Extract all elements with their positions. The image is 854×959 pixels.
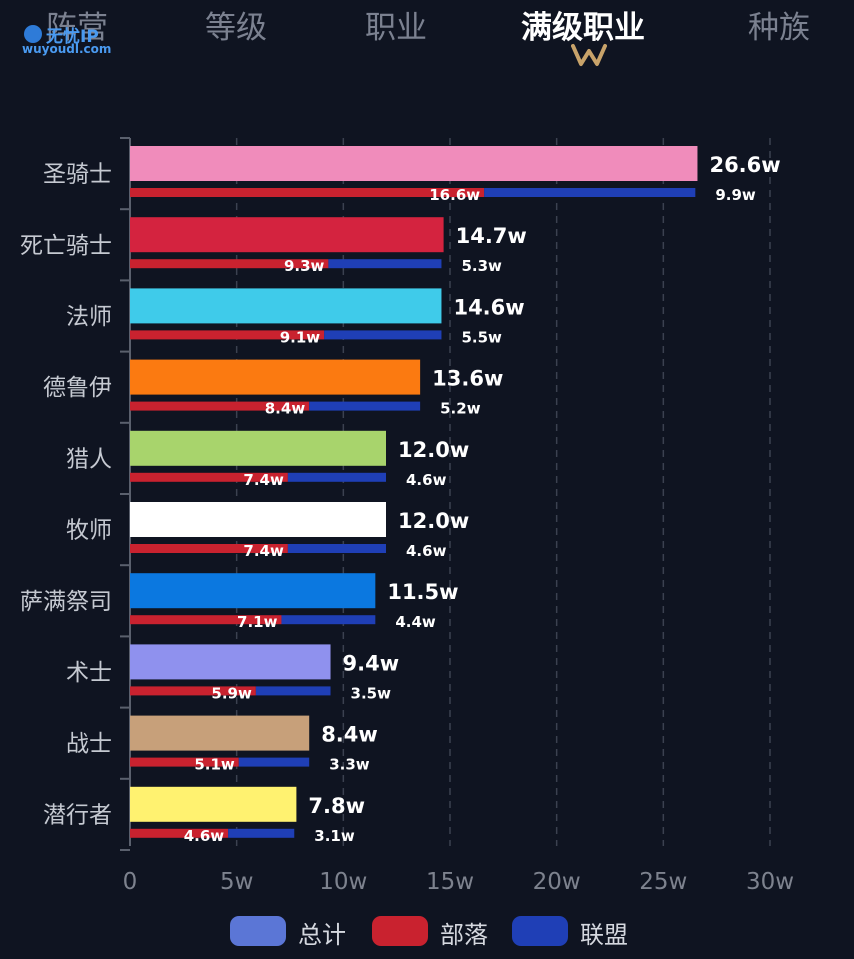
x-tick-label: 10w — [319, 869, 367, 895]
category-label: 战士 — [66, 731, 112, 757]
bar-horde — [130, 188, 485, 197]
data-label-total: 26.6w — [709, 153, 780, 177]
data-label-alliance: 9.9w — [715, 186, 756, 204]
legend-swatch-total — [230, 916, 286, 946]
bar-horde — [130, 757, 239, 767]
bar-alliance — [238, 757, 310, 767]
bar-total — [130, 288, 442, 324]
data-label-alliance: 4.6w — [406, 542, 447, 560]
tab-bar: 阵营 等级 职业 满级职业 种族 — [0, 0, 854, 80]
logo-brand: 无忧IP — [46, 27, 99, 47]
data-label-horde: 8.4w — [265, 400, 306, 418]
bar-alliance — [255, 686, 331, 696]
tab-level[interactable]: 等级 — [205, 10, 267, 46]
x-tick-label: 25w — [639, 869, 687, 895]
x-tick-label: 20w — [533, 869, 581, 895]
bar-total — [130, 359, 421, 395]
data-label-total: 12.0w — [398, 438, 469, 462]
bar-total — [130, 502, 386, 537]
bar-total — [130, 786, 297, 822]
x-tick-label: 5w — [220, 869, 253, 895]
bar-horde — [130, 615, 282, 625]
category-label: 术士 — [66, 660, 112, 686]
data-label-total: 9.4w — [343, 651, 400, 675]
category-label: 潜行者 — [43, 802, 112, 828]
bar-horde — [130, 330, 325, 340]
bar-total — [130, 430, 386, 466]
bar-alliance — [324, 330, 442, 340]
active-tab-indicator-icon — [571, 44, 607, 66]
data-label-alliance: 5.5w — [461, 328, 502, 346]
data-label-total: 14.6w — [453, 295, 524, 319]
data-label-alliance: 5.3w — [461, 257, 502, 275]
data-label-horde: 7.4w — [243, 542, 284, 560]
bar-horde — [130, 544, 288, 553]
bar-alliance — [281, 615, 376, 625]
data-label-horde: 7.4w — [243, 471, 284, 489]
legend-label-total: 总计 — [298, 921, 346, 949]
data-label-horde: 5.1w — [194, 756, 235, 774]
data-label-alliance: 5.2w — [440, 400, 481, 418]
category-label: 死亡骑士 — [20, 233, 112, 259]
bar-horde — [130, 259, 329, 269]
bar-alliance — [484, 188, 696, 197]
bar-alliance — [328, 259, 442, 269]
bar-alliance — [287, 544, 386, 553]
bar-alliance — [228, 828, 295, 838]
data-label-horde: 4.6w — [184, 827, 225, 845]
data-label-total: 11.5w — [387, 580, 458, 604]
data-label-total: 14.7w — [456, 224, 527, 248]
category-label: 猎人 — [66, 446, 112, 472]
data-label-alliance: 3.3w — [329, 756, 370, 774]
category-label: 牧师 — [66, 518, 112, 544]
bar-total — [130, 715, 310, 751]
bar-alliance — [287, 472, 386, 482]
data-label-total: 8.4w — [321, 723, 378, 747]
bar-alliance — [309, 401, 421, 411]
x-tick-label: 15w — [426, 869, 474, 895]
data-label-horde: 7.1w — [237, 613, 278, 631]
category-label: 法师 — [66, 304, 112, 330]
legend: 总计 部落 联盟 — [0, 912, 854, 952]
data-label-alliance: 3.5w — [351, 684, 392, 702]
bar-horde — [130, 828, 229, 838]
data-label-alliance: 4.6w — [406, 471, 447, 489]
legend-label-horde: 部落 — [440, 921, 488, 949]
data-label-total: 12.0w — [398, 509, 469, 533]
data-label-total: 7.8w — [308, 794, 365, 818]
data-label-total: 13.6w — [432, 367, 503, 391]
category-label: 德鲁伊 — [43, 375, 112, 401]
bar-total — [130, 644, 331, 680]
legend-swatch-horde — [372, 916, 428, 946]
bar-horde — [130, 401, 310, 411]
tab-race[interactable]: 种族 — [748, 10, 810, 46]
data-label-horde: 9.1w — [280, 328, 321, 346]
data-label-alliance: 3.1w — [314, 827, 355, 845]
bar-total — [130, 146, 698, 181]
logo-icon — [24, 25, 42, 43]
data-label-horde: 5.9w — [211, 684, 252, 702]
data-label-horde: 16.6w — [429, 186, 480, 204]
legend-swatch-alliance — [512, 916, 568, 946]
data-label-horde: 9.3w — [284, 257, 325, 275]
logo-url: wuyoudl.com — [22, 42, 112, 56]
bar-horde — [130, 472, 288, 482]
bar-total — [130, 217, 444, 253]
category-label: 圣骑士 — [43, 162, 112, 188]
category-label: 萨满祭司 — [20, 589, 112, 615]
bar-total — [130, 573, 376, 609]
x-tick-label: 0 — [123, 869, 138, 895]
tab-faction[interactable]: 阵营 — [46, 10, 108, 46]
tab-class[interactable]: 职业 — [365, 10, 427, 46]
legend-label-alliance: 联盟 — [580, 921, 628, 949]
data-label-alliance: 4.4w — [395, 613, 436, 631]
watermark-logo: 无忧IP wuyoudl.com — [22, 22, 122, 62]
bar-horde — [130, 686, 256, 696]
x-tick-label: 30w — [746, 869, 794, 895]
tab-max-level-class[interactable]: 满级职业 — [521, 10, 645, 46]
